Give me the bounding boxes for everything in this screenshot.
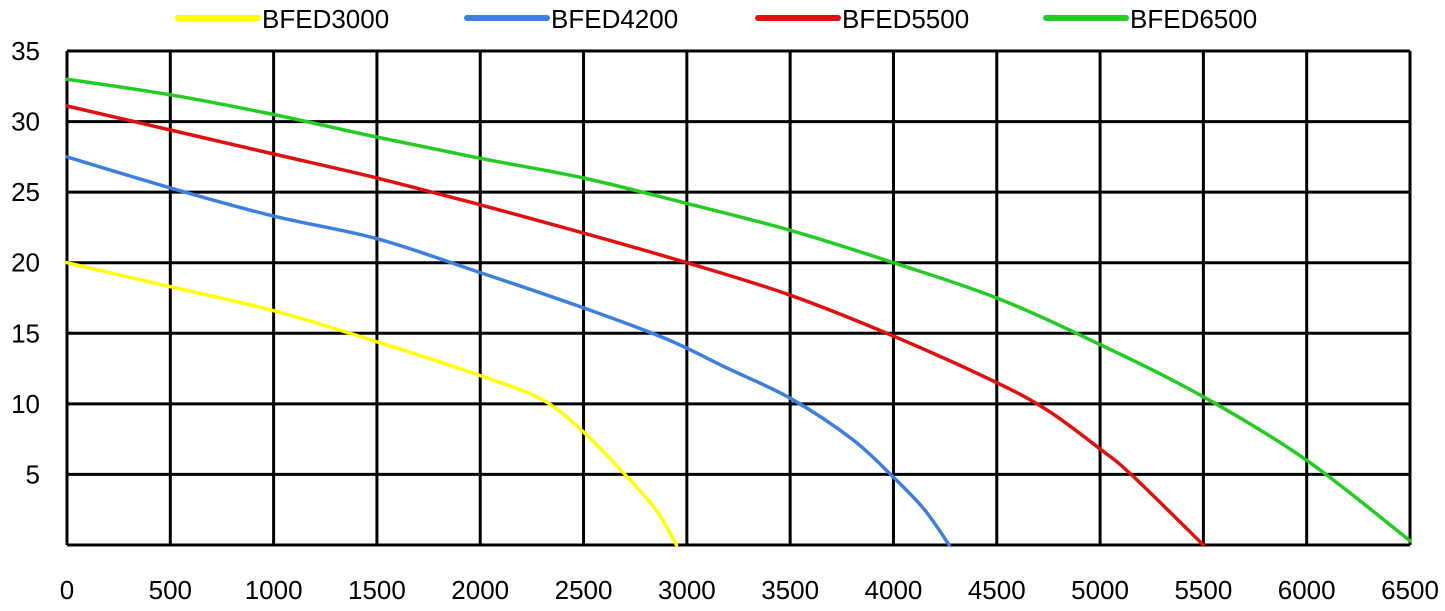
x-tick-label-10: 5000: [1071, 575, 1129, 605]
series-line-bfed4200: [65, 155, 951, 547]
x-tick-label-9: 4500: [968, 575, 1026, 605]
series-line-bfed5500: [65, 104, 1206, 547]
x-tick-label-12: 6000: [1278, 575, 1336, 605]
x-tick-label-1: 500: [149, 575, 192, 605]
y-tick-label-3: 20: [11, 248, 40, 278]
x-tick-label-6: 3000: [658, 575, 716, 605]
legend-label-bfed4200: BFED4200: [551, 4, 678, 34]
x-tick-label-0: 0: [60, 575, 74, 605]
x-tick-label-8: 4000: [865, 575, 923, 605]
y-axis-tick-labels: 5 10 15 20 25 30 35: [11, 36, 40, 489]
x-tick-label-3: 1500: [348, 575, 406, 605]
grid: [65, 49, 1412, 547]
legend-label-bfed5500: BFED5500: [842, 4, 969, 34]
legend-label-bfed6500: BFED6500: [1130, 4, 1257, 34]
y-tick-label-2: 15: [11, 318, 40, 348]
series-lines: [65, 77, 1412, 547]
legend: BFED3000 BFED4200 BFED5500 BFED6500: [175, 4, 1257, 34]
x-tick-label-2: 1000: [245, 575, 303, 605]
y-tick-label-6: 35: [11, 36, 40, 66]
y-tick-label-5: 30: [11, 107, 40, 137]
series-line-bfed6500: [65, 77, 1412, 543]
x-tick-label-13: 6500: [1381, 575, 1439, 605]
x-tick-label-4: 2000: [451, 575, 509, 605]
series-line-bfed3000: [65, 260, 679, 547]
y-tick-label-1: 10: [11, 389, 40, 419]
x-tick-label-5: 2500: [555, 575, 613, 605]
x-tick-label-11: 5500: [1174, 575, 1232, 605]
y-tick-label-0: 5: [26, 459, 40, 489]
x-axis-tick-labels: 0 500 1000 1500 2000 2500 3000 3500 4000 4500 5000…: [60, 575, 1439, 605]
legend-label-bfed3000: BFED3000: [262, 4, 389, 34]
x-tick-label-7: 3500: [761, 575, 819, 605]
y-tick-label-4: 25: [11, 177, 40, 207]
